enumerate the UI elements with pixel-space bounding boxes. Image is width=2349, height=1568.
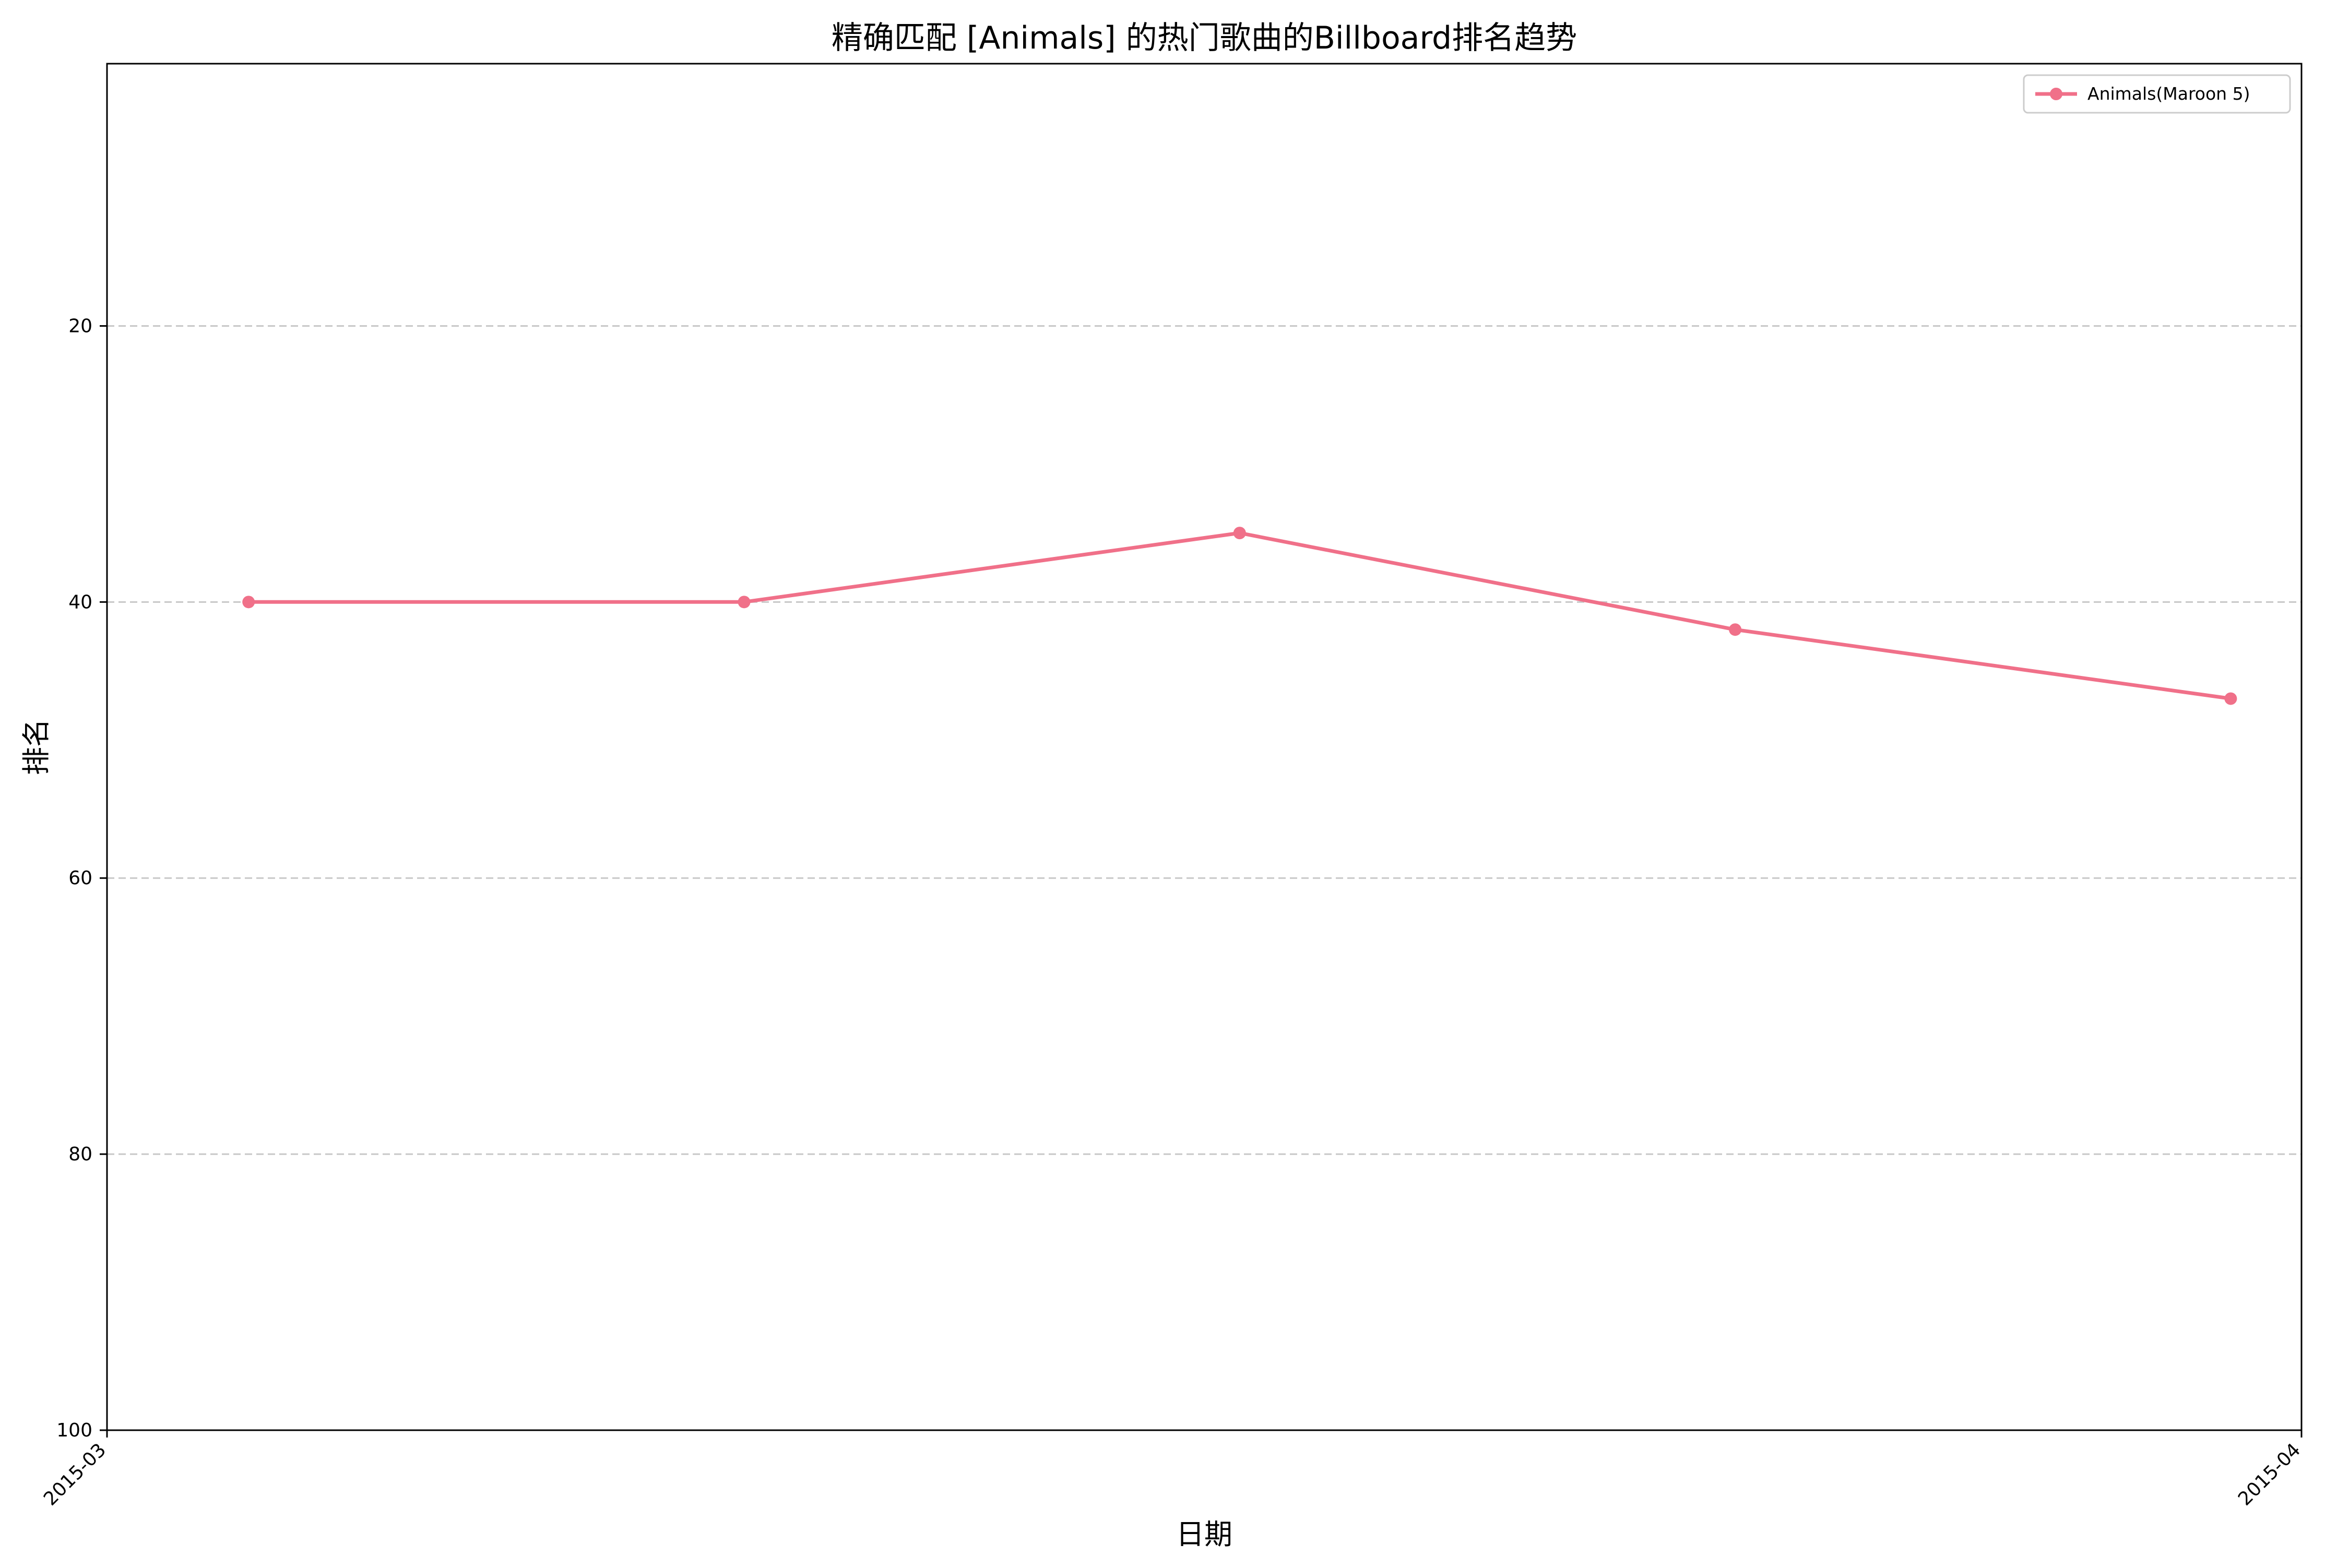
plot-area-frame [106, 63, 2303, 1431]
y-tick-label-20: 20 [68, 315, 92, 337]
grid-lines [107, 325, 2301, 1155]
y-axis-title: 排名 [20, 719, 53, 775]
y-tick-label-40: 40 [68, 591, 92, 613]
legend-marker-0 [2050, 88, 2062, 100]
data-point-0-2 [1233, 527, 1246, 540]
legend-label-0: Animals(Maroon 5) [2087, 84, 2250, 104]
data-point-0-1 [738, 596, 751, 609]
data-point-0-3 [1729, 623, 1742, 636]
y-tick-label-80: 80 [68, 1144, 92, 1165]
y-tick-label-60: 60 [68, 868, 92, 889]
data-point-0-0 [242, 596, 255, 609]
x-axis-title: 日期 [1176, 1518, 1232, 1551]
legend: Animals(Maroon 5) [2023, 74, 2291, 114]
y-tick-label-100: 100 [56, 1420, 92, 1441]
series-layer [242, 527, 2237, 705]
legend-box [2023, 74, 2291, 114]
data-point-0-4 [2224, 692, 2237, 705]
chart-title: 精确匹配 [Animals] 的热门歌曲的Billboard排名趋势 [832, 20, 1577, 56]
